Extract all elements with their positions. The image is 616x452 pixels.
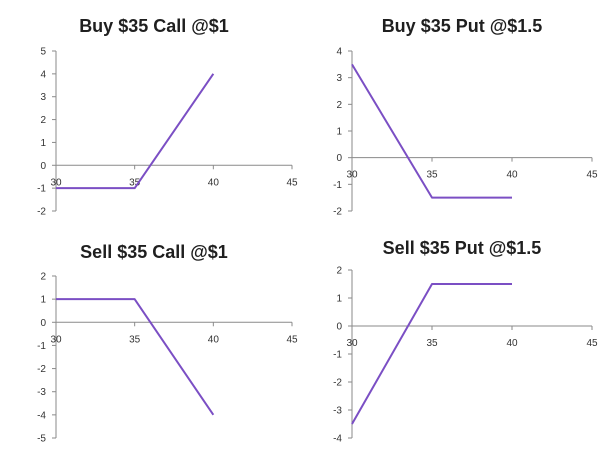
- chart-title: Buy $35 Put @$1.5: [381, 16, 543, 36]
- y-tick-label: -3: [37, 387, 46, 398]
- chart-panel-sell-call: Sell $35 Call @$1 -5 -4 -3 -2 -1 0 1 2 30 35 40 45: [0, 226, 308, 452]
- x-tick-label: 35: [129, 334, 141, 345]
- y-tick-label: 2: [40, 272, 46, 283]
- x-tick-label: 30: [50, 177, 62, 188]
- x-tick-label: 30: [346, 338, 358, 349]
- payoff-series-line: [56, 73, 215, 190]
- chart-panel-buy-put: Buy $35 Put @$1.5 -2 -1 0 1 2 3 4 30 35 40 45: [308, 0, 616, 226]
- payoff-series-line: [351, 63, 512, 199]
- y-tick-label: -2: [37, 207, 46, 218]
- y-tick-label: 2: [336, 266, 342, 277]
- y-tick-label: 1: [336, 127, 342, 138]
- x-tick-label: 40: [208, 334, 220, 345]
- x-tick-label: 35: [129, 177, 141, 188]
- y-tick-label: -4: [37, 410, 46, 421]
- y-tick-label: -1: [37, 184, 46, 195]
- x-tick-label: 30: [50, 334, 62, 345]
- x-tick-label: 45: [286, 177, 298, 188]
- payoff-series-line: [351, 283, 512, 425]
- payoff-series-line: [56, 298, 215, 416]
- y-tick-label: -1: [37, 341, 46, 352]
- x-tick-label: 30: [346, 170, 358, 181]
- chart-plot: -2 -1 0 1 2 3 4 30 35 40 45: [333, 47, 598, 218]
- y-tick-label: 0: [40, 161, 46, 172]
- y-tick-label: 4: [336, 47, 342, 58]
- y-tick-label: -1: [333, 180, 342, 191]
- y-tick-label: -5: [37, 434, 46, 445]
- chart-title: Buy $35 Call @$1: [79, 16, 229, 36]
- y-tick-label: -3: [333, 406, 342, 417]
- x-tick-label: 45: [586, 170, 598, 181]
- x-tick-label: 45: [286, 334, 298, 345]
- chart-panel-buy-call: Buy $35 Call @$1 -2 -1 0 1 2 3 4 5 30 35 40 45: [0, 0, 308, 226]
- x-tick-label: 45: [586, 338, 598, 349]
- y-tick-label: -1: [333, 350, 342, 361]
- y-tick-label: 2: [336, 100, 342, 111]
- y-tick-label: 3: [40, 92, 46, 103]
- y-tick-label: 1: [40, 138, 46, 149]
- x-tick-label: 40: [208, 177, 220, 188]
- chart-plot: -4 -3 -2 -1 0 1 2 30 35 40 45: [333, 266, 598, 445]
- y-tick-label: -2: [37, 364, 46, 375]
- chart-plot: -5 -4 -3 -2 -1 0 1 2 30 35 40 45: [37, 272, 298, 445]
- y-tick-label: 4: [40, 69, 46, 80]
- y-tick-label: -2: [333, 378, 342, 389]
- y-tick-label: -4: [333, 434, 342, 445]
- y-tick-label: 5: [40, 47, 46, 58]
- y-tick-label: -2: [333, 207, 342, 218]
- y-tick-label: 1: [336, 294, 342, 305]
- y-tick-label: 1: [40, 295, 46, 306]
- chart-title: Sell $35 Put @$1.5: [382, 238, 542, 258]
- x-tick-label: 35: [426, 338, 438, 349]
- x-tick-label: 40: [506, 338, 518, 349]
- y-tick-label: 0: [336, 322, 342, 333]
- y-tick-label: 0: [40, 318, 46, 329]
- y-tick-label: 0: [336, 153, 342, 164]
- x-tick-label: 35: [426, 170, 438, 181]
- y-tick-label: 2: [40, 115, 46, 126]
- y-tick-label: 3: [336, 73, 342, 84]
- x-tick-label: 40: [506, 170, 518, 181]
- chart-panel-sell-put: Sell $35 Put @$1.5 -4 -3 -2 -1 0 1 2 30 35 40 45: [308, 226, 616, 452]
- chart-title: Sell $35 Call @$1: [80, 242, 228, 262]
